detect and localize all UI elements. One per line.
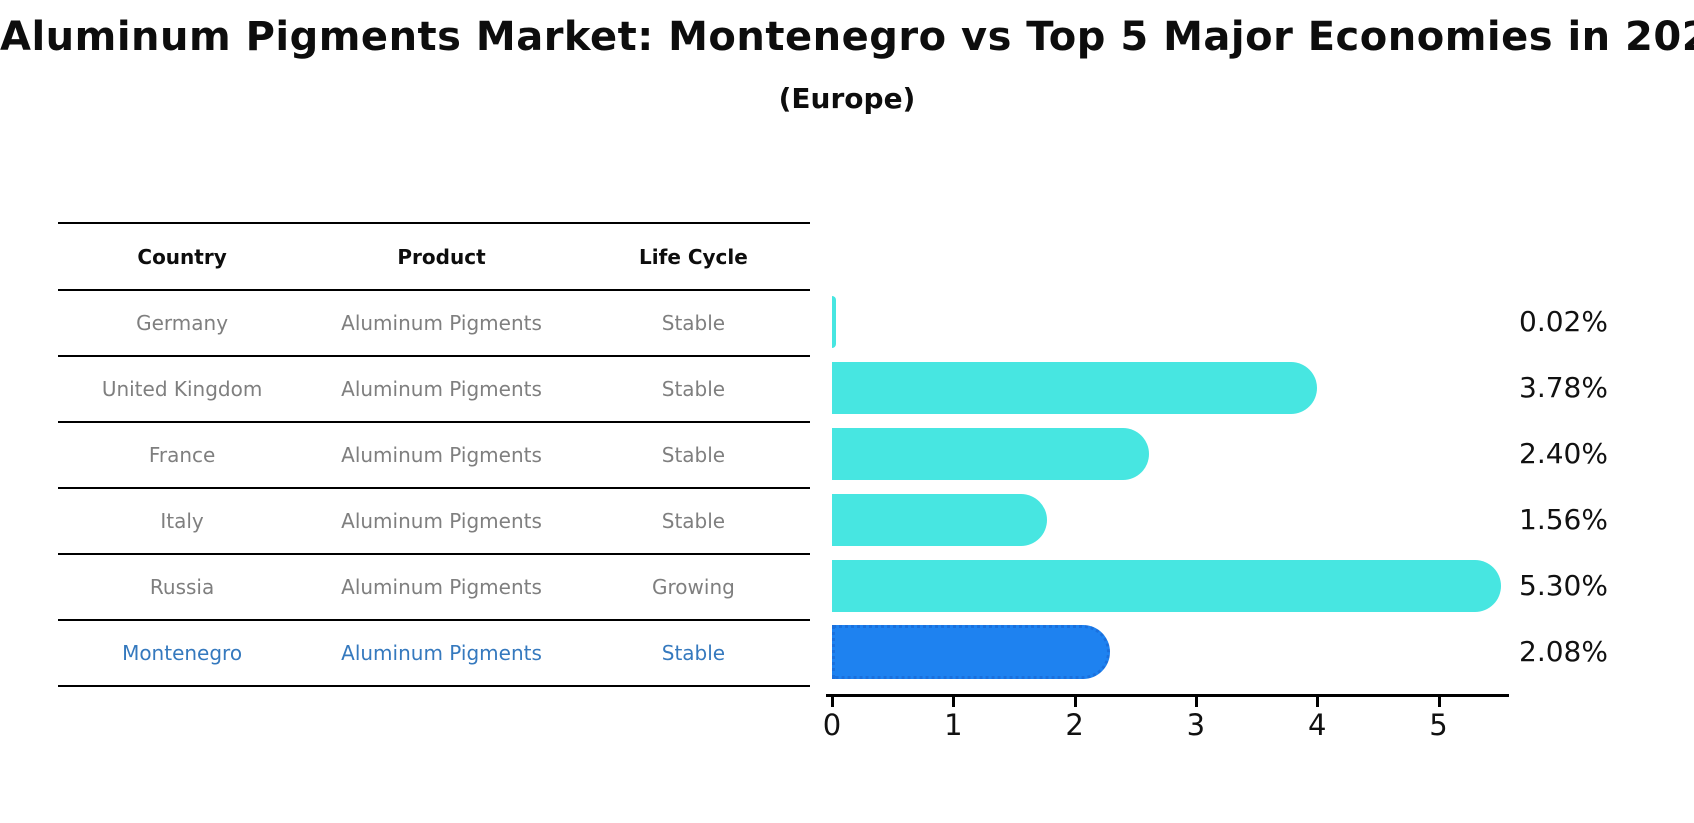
lifecycle-cell: Growing bbox=[652, 575, 735, 599]
bar-germany bbox=[832, 296, 836, 348]
value-label-montenegro: 2.08% bbox=[1519, 635, 1608, 668]
x-tick-mark-0 bbox=[831, 697, 834, 707]
x-axis-line bbox=[826, 694, 1509, 697]
chart-subtitle: (Europe) bbox=[778, 82, 916, 115]
x-tick-mark-4 bbox=[1316, 697, 1320, 707]
bar-italy bbox=[832, 494, 1047, 546]
bar-montenegro bbox=[832, 625, 1110, 679]
table-row-russia: Russia Aluminum Pigments Growing bbox=[58, 553, 810, 619]
lifecycle-cell: Stable bbox=[661, 509, 726, 533]
country-cell: Italy bbox=[160, 509, 204, 533]
x-tick-mark-5 bbox=[1437, 697, 1441, 707]
table-body: Germany Aluminum Pigments Stable United Kin… bbox=[58, 289, 810, 685]
country-cell: Montenegro bbox=[122, 641, 243, 665]
x-tick-label-4: 4 bbox=[1307, 708, 1327, 742]
product-cell: Aluminum Pigments bbox=[341, 443, 542, 467]
x-tick-mark-1 bbox=[952, 697, 956, 707]
lifecycle-cell: Stable bbox=[661, 377, 726, 401]
chart-title: Aluminum Pigments Market: Montenegro vs … bbox=[0, 14, 1694, 60]
product-cell: Aluminum Pigments bbox=[341, 509, 542, 533]
lifecycle-cell: Stable bbox=[661, 443, 726, 467]
value-label-united-kingdom: 3.78% bbox=[1519, 371, 1608, 404]
table-row-italy: Italy Aluminum Pigments Stable bbox=[58, 487, 810, 553]
product-cell: Aluminum Pigments bbox=[341, 311, 542, 335]
value-label-france: 2.40% bbox=[1519, 437, 1608, 470]
bar-france bbox=[832, 428, 1149, 480]
x-tick-label-2: 2 bbox=[1065, 708, 1084, 742]
table-header-row: Country Product Life Cycle bbox=[58, 222, 810, 289]
x-tick-mark-2 bbox=[1073, 697, 1077, 707]
table-row-france: France Aluminum Pigments Stable bbox=[58, 421, 810, 487]
value-label-russia: 5.30% bbox=[1519, 569, 1608, 602]
lifecycle-cell: Stable bbox=[661, 311, 726, 335]
value-label-germany: 0.02% bbox=[1519, 305, 1608, 338]
x-tick-label-1: 1 bbox=[944, 708, 963, 742]
table-row-united-kingdom: United Kingdom Aluminum Pigments Stable bbox=[58, 355, 810, 421]
bar-united-kingdom bbox=[832, 362, 1317, 414]
country-table: Country Product Life Cycle Germany Alumin… bbox=[58, 222, 810, 687]
product-cell: Aluminum Pigments bbox=[341, 641, 542, 665]
table-row-montenegro: Montenegro Aluminum Pigments Stable bbox=[58, 619, 810, 685]
header-product: Product bbox=[397, 244, 486, 269]
country-cell: France bbox=[148, 443, 216, 467]
table-row-germany: Germany Aluminum Pigments Stable bbox=[58, 289, 810, 355]
country-cell: Russia bbox=[149, 575, 215, 599]
x-tick-label-0: 0 bbox=[822, 708, 842, 742]
product-cell: Aluminum Pigments bbox=[341, 377, 542, 401]
header-lifecycle: Life Cycle bbox=[639, 244, 748, 269]
lifecycle-cell: Stable bbox=[661, 641, 726, 665]
country-cell: Germany bbox=[136, 311, 229, 335]
product-cell: Aluminum Pigments bbox=[341, 575, 542, 599]
header-country: Country bbox=[137, 244, 227, 269]
x-tick-mark-3 bbox=[1194, 697, 1198, 707]
x-tick-label-3: 3 bbox=[1186, 708, 1206, 742]
bar-russia bbox=[832, 560, 1501, 612]
value-label-italy: 1.56% bbox=[1519, 503, 1608, 536]
country-cell: United Kingdom bbox=[101, 377, 263, 401]
x-tick-label-5: 5 bbox=[1429, 708, 1448, 742]
